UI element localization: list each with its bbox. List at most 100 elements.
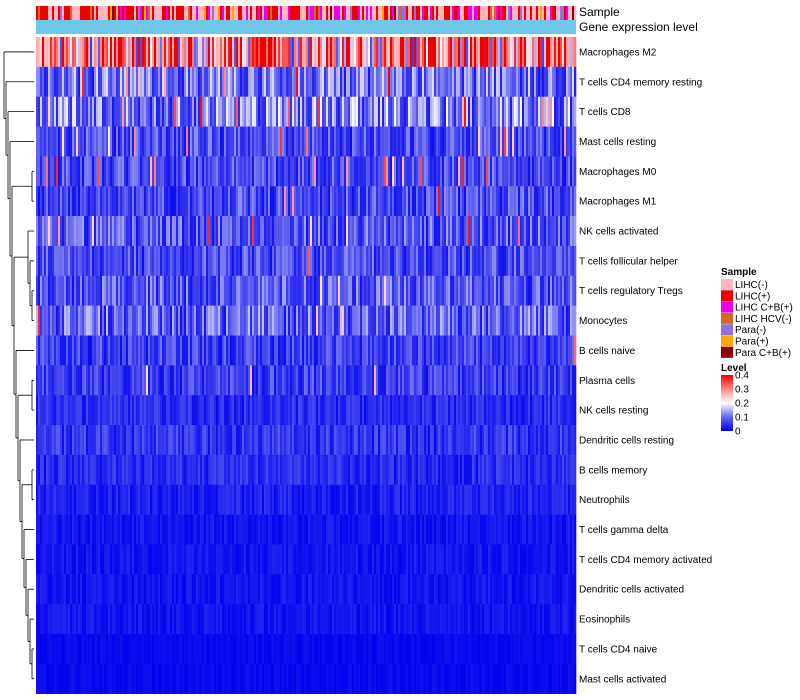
heatmap-cell bbox=[466, 126, 469, 157]
heatmap-cell bbox=[258, 66, 261, 97]
heatmap-cell bbox=[202, 484, 205, 515]
sample-cell bbox=[232, 6, 235, 20]
heatmap-cell bbox=[122, 37, 125, 68]
heatmap-cell bbox=[318, 365, 321, 396]
heatmap-cell bbox=[460, 156, 463, 187]
heatmap-cell bbox=[308, 484, 311, 515]
heatmap-cell bbox=[110, 186, 113, 217]
heatmap-cell bbox=[158, 37, 161, 68]
heatmap-cell bbox=[298, 156, 301, 187]
heatmap-cell bbox=[538, 66, 541, 97]
heatmap-cell bbox=[286, 514, 289, 545]
heatmap-cell bbox=[240, 425, 243, 456]
heatmap-cell bbox=[140, 514, 143, 545]
heatmap-cell bbox=[528, 126, 531, 157]
heatmap-cell bbox=[316, 245, 319, 277]
heatmap-cell bbox=[404, 156, 407, 187]
heatmap-cell bbox=[128, 186, 131, 217]
heatmap-cell bbox=[496, 216, 499, 247]
heatmap-cell bbox=[388, 335, 391, 366]
heatmap-cell bbox=[498, 484, 501, 515]
heatmap-cell bbox=[544, 156, 547, 187]
heatmap-cell bbox=[268, 66, 271, 97]
heatmap-cell bbox=[38, 126, 41, 157]
heatmap-cell bbox=[308, 245, 311, 277]
heatmap-cell bbox=[434, 126, 437, 157]
heatmap-cell bbox=[448, 335, 451, 366]
heatmap-cell bbox=[102, 484, 105, 515]
heatmap-cell bbox=[368, 365, 371, 396]
heatmap-cell bbox=[216, 395, 219, 426]
heatmap-cell bbox=[256, 245, 259, 277]
heatmap-cell bbox=[388, 216, 391, 247]
heatmap-cell bbox=[194, 335, 197, 366]
heatmap-cell bbox=[230, 156, 233, 187]
heatmap-cell bbox=[536, 66, 539, 97]
heatmap-cell bbox=[318, 66, 321, 97]
heatmap-cell bbox=[148, 275, 151, 306]
heatmap-cell bbox=[436, 514, 439, 545]
heatmap-cell bbox=[194, 395, 197, 426]
heatmap-cell bbox=[344, 156, 347, 187]
heatmap-cell bbox=[146, 186, 149, 217]
heatmap-cell bbox=[320, 216, 323, 247]
heatmap-cell bbox=[148, 96, 151, 127]
heatmap-cell bbox=[42, 96, 45, 127]
heatmap-cell bbox=[60, 335, 63, 366]
heatmap-cell bbox=[190, 454, 193, 486]
heatmap-cell bbox=[266, 514, 269, 545]
heatmap-cell bbox=[146, 425, 149, 456]
heatmap-cell bbox=[240, 544, 243, 575]
heatmap-cell bbox=[546, 96, 549, 127]
heatmap-cell bbox=[92, 245, 95, 277]
heatmap-cell bbox=[248, 186, 251, 217]
heatmap-cell bbox=[382, 365, 385, 396]
heatmap-cell bbox=[78, 186, 81, 217]
heatmap-cell bbox=[124, 66, 127, 97]
heatmap-cell bbox=[394, 335, 397, 366]
heatmap-cell bbox=[296, 425, 299, 456]
heatmap-cell bbox=[528, 37, 531, 68]
heatmap-cell bbox=[178, 37, 181, 68]
heatmap-cell bbox=[250, 305, 253, 336]
heatmap-cell bbox=[308, 126, 311, 157]
heatmap-cell bbox=[112, 245, 115, 277]
heatmap-cell bbox=[124, 275, 127, 306]
gene-expression-track-label: Gene expression level bbox=[579, 20, 698, 34]
heatmap-cell bbox=[140, 156, 143, 187]
heatmap-cell bbox=[358, 126, 361, 157]
heatmap-cell bbox=[228, 186, 231, 217]
heatmap-cell bbox=[436, 395, 439, 426]
heatmap-cell bbox=[70, 484, 73, 515]
heatmap-cell bbox=[184, 156, 187, 187]
heatmap-cell bbox=[162, 425, 165, 456]
heatmap-cell bbox=[46, 305, 49, 336]
heatmap-cell bbox=[294, 365, 297, 396]
heatmap-cell bbox=[478, 37, 481, 68]
sample-cell bbox=[188, 6, 191, 20]
heatmap-cell bbox=[490, 365, 493, 396]
heatmap-cell bbox=[56, 96, 59, 127]
sample-cell bbox=[436, 6, 439, 20]
heatmap-cell bbox=[558, 335, 561, 366]
heatmap-cell bbox=[274, 216, 277, 247]
heatmap-cell bbox=[156, 186, 159, 217]
heatmap-cell bbox=[484, 305, 487, 336]
heatmap-cell bbox=[540, 156, 543, 187]
heatmap-cell bbox=[50, 395, 53, 426]
heatmap-cell bbox=[288, 156, 291, 187]
heatmap-cell bbox=[322, 126, 325, 157]
heatmap-cell bbox=[480, 395, 483, 426]
heatmap-cell bbox=[232, 425, 235, 456]
heatmap-cell bbox=[122, 425, 125, 456]
heatmap-cell bbox=[252, 66, 255, 97]
heatmap-cell bbox=[516, 156, 519, 187]
heatmap-cell bbox=[504, 186, 507, 217]
heatmap-cell bbox=[410, 335, 413, 366]
sample-cell bbox=[412, 6, 415, 20]
heatmap-cell bbox=[496, 275, 499, 306]
heatmap-cell bbox=[166, 425, 169, 456]
heatmap-cell bbox=[136, 245, 139, 277]
sample-cell bbox=[408, 6, 411, 20]
heatmap-cell bbox=[78, 454, 81, 486]
